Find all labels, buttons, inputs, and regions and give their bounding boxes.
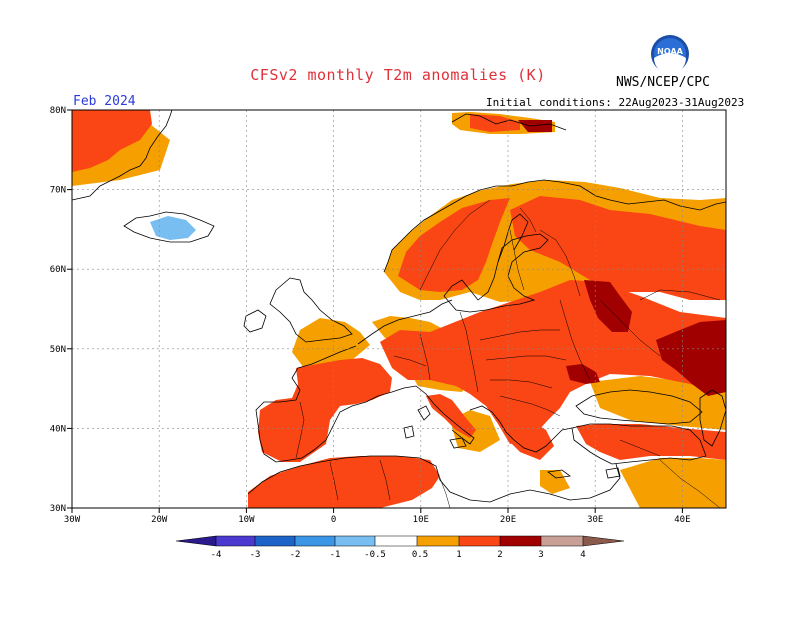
colorbar-segment	[255, 536, 295, 546]
colorbar: -4 -3 -2 -1 -0.5 0.5 1 2 3 4	[175, 535, 625, 560]
colorbar-label: -3	[250, 550, 261, 560]
lon-tick-label: 40E	[674, 515, 690, 525]
lon-tick-labels: 30W 20W 10W 0 10E 20E 30E 40E	[64, 515, 691, 525]
colorbar-arrow-low	[176, 536, 216, 546]
colorbar-label: 3	[538, 550, 543, 560]
lat-tick-labels: 30N 40N 50N 60N 70N 80N	[50, 106, 66, 514]
lon-tick-label: 10W	[238, 515, 255, 525]
colorbar-segment	[375, 536, 417, 546]
organization-label: NWS/NCEP/CPC	[616, 75, 710, 90]
lon-tick-label: 20W	[151, 515, 168, 525]
lon-tick-label: 10E	[413, 515, 429, 525]
colorbar-segment	[295, 536, 335, 546]
anomaly-fill	[72, 110, 726, 508]
colorbar-label: 0.5	[412, 550, 428, 560]
lat-tick-label: 60N	[50, 265, 66, 275]
colorbar-label: 4	[580, 550, 585, 560]
map-title: CFSv2 monthly T2m anomalies (K)	[250, 66, 546, 84]
colorbar-label: -1	[330, 550, 341, 560]
colorbar-segment	[500, 536, 541, 546]
country-borders	[295, 199, 721, 509]
lat-tick-label: 50N	[50, 345, 66, 355]
colorbar-label: -4	[211, 550, 222, 560]
colorbar-segment	[216, 536, 255, 546]
colorbar-segment	[541, 536, 583, 546]
axis-ticks	[67, 109, 683, 513]
colorbar-label: 1	[456, 550, 461, 560]
colorbar-arrow-high	[583, 536, 624, 546]
colorbar-segment	[417, 536, 459, 546]
lon-tick-label: 30W	[64, 515, 81, 525]
lat-tick-label: 70N	[50, 186, 66, 196]
forecast-month: Feb 2024	[73, 94, 136, 109]
colorbar-segment	[335, 536, 375, 546]
noaa-logo-icon: NOAA	[651, 35, 689, 74]
colorbar-segment	[459, 536, 500, 546]
colorbar-label: -2	[290, 550, 301, 560]
colorbar-label: 2	[497, 550, 502, 560]
svg-text:NOAA: NOAA	[657, 47, 683, 56]
lat-tick-label: 80N	[50, 106, 66, 116]
lat-tick-label: 30N	[50, 504, 66, 514]
initial-conditions: Initial conditions: 22Aug2023-31Aug2023	[486, 96, 745, 109]
map-frame	[71, 109, 727, 509]
lon-tick-label: 20E	[500, 515, 516, 525]
coastlines	[71, 109, 727, 503]
lat-tick-label: 40N	[50, 424, 66, 434]
gridlines	[72, 110, 726, 508]
lon-tick-label: 30E	[587, 515, 603, 525]
lon-tick-label: 0	[331, 515, 336, 525]
colorbar-label: -0.5	[364, 550, 386, 560]
